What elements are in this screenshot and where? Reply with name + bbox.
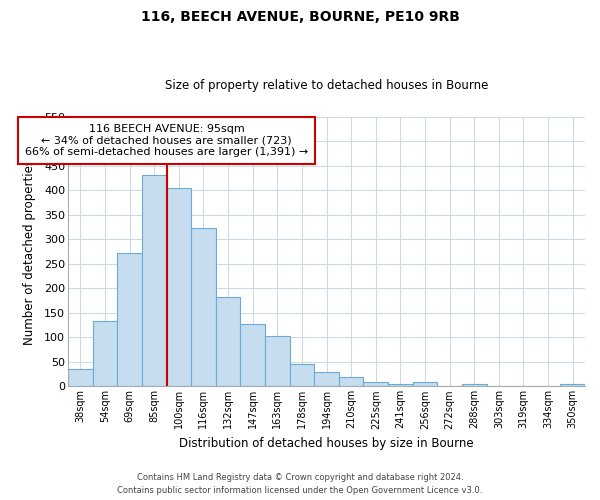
Bar	[560, 384, 585, 386]
Bar	[191, 228, 216, 386]
Bar	[364, 382, 388, 386]
Bar	[388, 384, 413, 386]
Bar	[167, 188, 191, 386]
Bar	[92, 321, 117, 386]
Bar	[339, 376, 364, 386]
Bar	[265, 336, 290, 386]
Bar	[216, 296, 241, 386]
Bar	[142, 174, 167, 386]
Title: Size of property relative to detached houses in Bourne: Size of property relative to detached ho…	[165, 79, 488, 92]
Text: 116 BEECH AVENUE: 95sqm
← 34% of detached houses are smaller (723)
66% of semi-d: 116 BEECH AVENUE: 95sqm ← 34% of detache…	[25, 124, 308, 158]
Bar	[413, 382, 437, 386]
Bar	[462, 384, 487, 386]
X-axis label: Distribution of detached houses by size in Bourne: Distribution of detached houses by size …	[179, 437, 474, 450]
Bar	[117, 253, 142, 386]
Bar	[241, 324, 265, 386]
Bar	[68, 369, 92, 386]
Y-axis label: Number of detached properties: Number of detached properties	[23, 158, 36, 344]
Text: Contains HM Land Registry data © Crown copyright and database right 2024.
Contai: Contains HM Land Registry data © Crown c…	[118, 474, 482, 495]
Text: 116, BEECH AVENUE, BOURNE, PE10 9RB: 116, BEECH AVENUE, BOURNE, PE10 9RB	[140, 10, 460, 24]
Bar	[290, 364, 314, 386]
Bar	[314, 372, 339, 386]
